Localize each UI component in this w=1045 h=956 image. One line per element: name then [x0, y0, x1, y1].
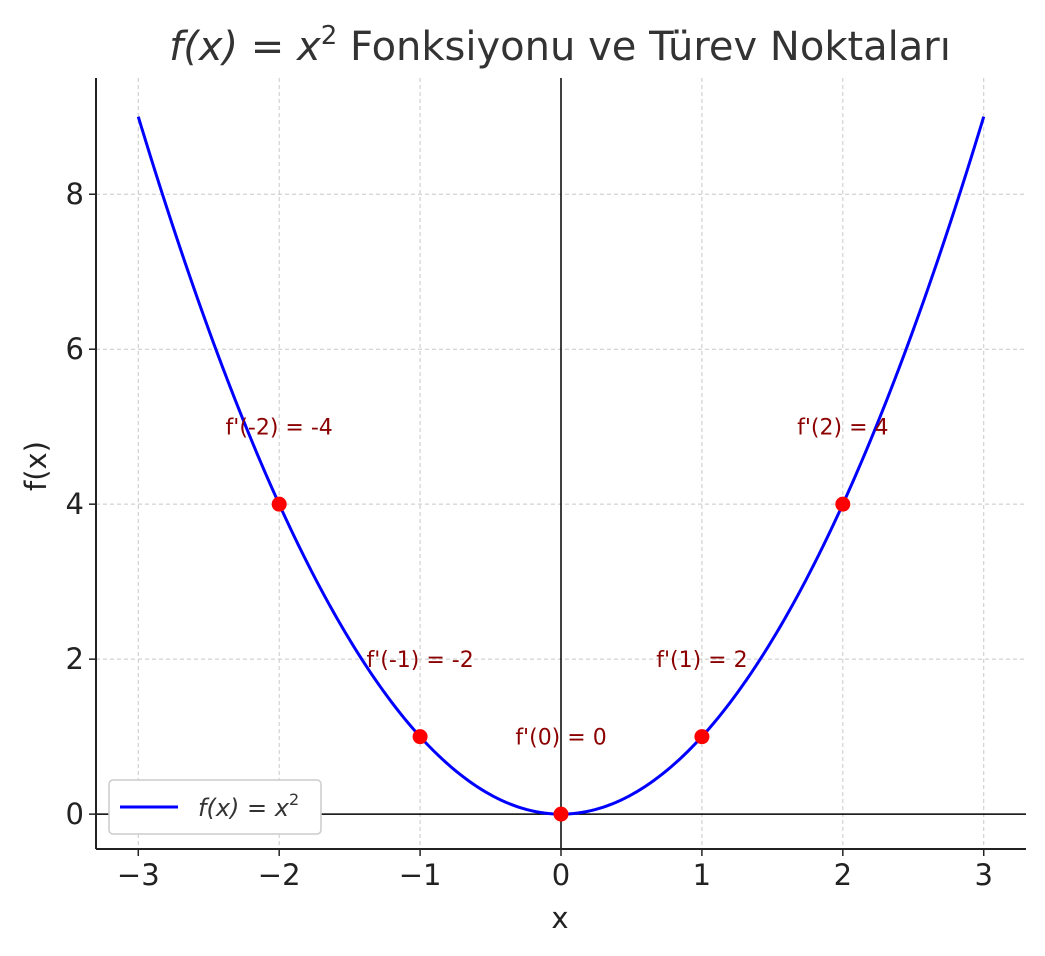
derivative-point — [271, 496, 287, 512]
y-axis-label: f(x) — [19, 441, 53, 491]
legend-label-sup: 2 — [289, 790, 299, 809]
y-tick-label: 2 — [66, 642, 84, 676]
y-tick-label: 4 — [66, 487, 84, 521]
legend: f(x) = x2 — [108, 779, 322, 835]
chart-title: f(x) = x2 Fonksiyonu ve Türev Noktaları — [169, 21, 951, 70]
x-tick-label: −1 — [399, 858, 442, 892]
x-tick-label: −3 — [117, 858, 160, 892]
axis-ticks: −3 −2 −1 0 1 2 3 0 2 4 6 8 — [66, 177, 993, 892]
legend-label-main: f(x) = x — [198, 794, 290, 822]
derivative-annotation: f'(1) = 2 — [656, 648, 747, 673]
x-tick-label: 2 — [834, 858, 852, 892]
points-layer — [271, 496, 851, 822]
x-tick-label: 3 — [975, 858, 993, 892]
derivative-point — [835, 496, 851, 512]
derivative-point — [694, 729, 710, 745]
derivative-annotation: f'(2) = 4 — [797, 416, 888, 441]
chart-title-sup: 2 — [321, 21, 338, 51]
y-tick-label: 0 — [66, 797, 84, 831]
derivative-point — [553, 806, 569, 822]
x-tick-label: 1 — [693, 858, 711, 892]
x-tick-label: −2 — [258, 858, 301, 892]
derivative-annotation: f'(0) = 0 — [515, 726, 606, 751]
x-axis-label: x — [551, 901, 568, 935]
y-tick-label: 8 — [66, 177, 84, 211]
y-tick-label: 6 — [66, 332, 84, 366]
derivative-annotation: f'(-2) = -4 — [226, 416, 333, 441]
derivative-point — [412, 729, 428, 745]
chart-title-rest: Fonksiyonu ve Türev Noktaları — [337, 24, 951, 70]
chart-title-main: f(x) = x — [169, 24, 321, 70]
annotations-layer: f'(-2) = -4 f'(-1) = -2 f'(0) = 0 f'(1) = 2… — [226, 416, 889, 751]
derivative-annotation: f'(-1) = -2 — [366, 648, 473, 673]
legend-box — [108, 779, 322, 835]
legend-label: f(x) = x2 — [198, 790, 299, 822]
x-tick-label: 0 — [552, 858, 570, 892]
